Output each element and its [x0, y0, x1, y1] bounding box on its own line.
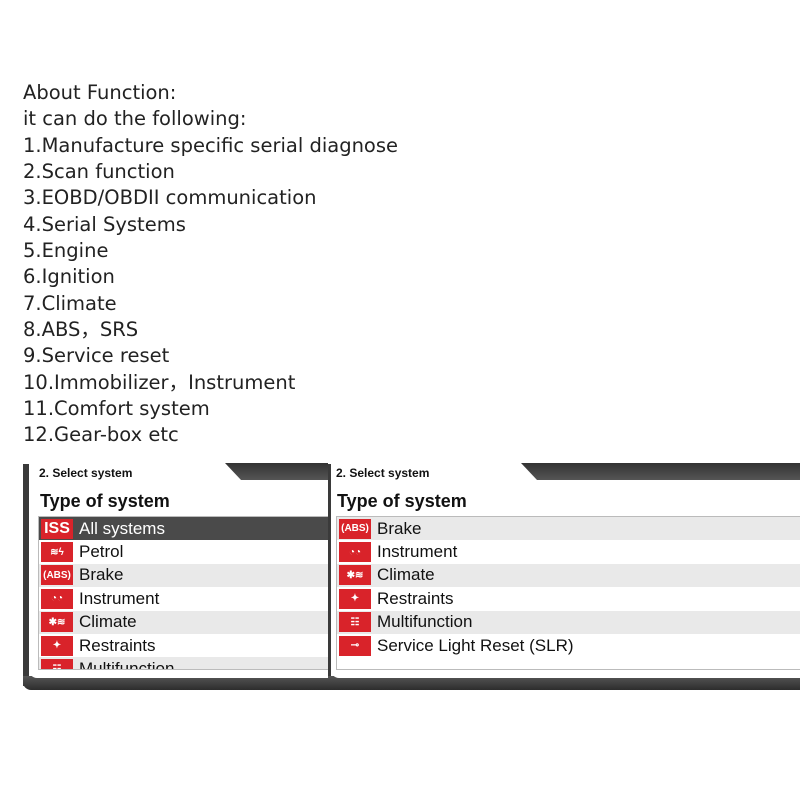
system-item-restraints[interactable]: ✦ Restraints — [337, 587, 800, 610]
description-line: 6.Ignition — [23, 265, 115, 289]
petrol-icon: ≋ϟ — [41, 542, 73, 563]
system-item-petrol[interactable]: ≋ϟ Petrol — [39, 540, 329, 563]
frame-edge — [23, 464, 29, 686]
system-item-brake[interactable]: (ABS) Brake — [39, 563, 329, 588]
left-screen-panel: 2. Select system Type of system ISS All s… — [23, 462, 330, 690]
climate-icon: ✱≋ — [41, 612, 73, 633]
system-item-label: Petrol — [79, 542, 124, 562]
system-item-restraints[interactable]: ✦ Restraints — [39, 634, 329, 657]
system-item-label: Restraints — [79, 635, 156, 655]
system-item-label: Instrument — [79, 588, 160, 608]
description-line: About Function: — [23, 81, 177, 104]
system-item-multifunction[interactable]: ☷ Multifunction — [337, 610, 800, 634]
header-tab — [521, 463, 800, 480]
description-line: 8.ABS，SRS — [23, 318, 139, 342]
system-item-label: All systems — [79, 518, 165, 538]
system-item-instrument[interactable]: ◔◔ Instrument — [39, 587, 329, 610]
system-item-label: Service Light Reset (SLR) — [377, 635, 574, 655]
system-item-brake[interactable]: (ABS) Brake — [337, 517, 800, 541]
system-item-service-light-reset-slr[interactable]: ⊸ Service Light Reset (SLR) — [337, 634, 800, 657]
system-item-label: Multifunction — [377, 612, 473, 632]
system-item-multifunction[interactable]: ☷ Multifunction — [39, 657, 329, 670]
step-header: 2. Select system — [39, 466, 133, 480]
right-screen-panel: 2. Select system Type of system (ABS) Bra… — [328, 462, 800, 690]
system-item-climate[interactable]: ✱≋ Climate — [39, 610, 329, 634]
system-list[interactable]: (ABS) Brake ◔◔ Instrument ✱≋ Climate ✦ Restrain… — [336, 516, 800, 670]
system-item-instrument[interactable]: ◔◔ Instrument — [337, 540, 800, 563]
instrument-icon: ◔◔ — [41, 588, 73, 609]
description-line: 11.Comfort system — [23, 397, 210, 421]
step-header: 2. Select system — [336, 466, 430, 480]
description-line: 7.Climate — [23, 291, 117, 315]
abs-icon: (ABS) — [41, 565, 73, 586]
description-line: 3.EOBD/OBDII communication — [23, 186, 317, 210]
function-description: About Function: it can do the following: 1… — [23, 80, 398, 449]
frame-edge — [328, 464, 331, 686]
system-list[interactable]: ISS All systems ≋ϟ Petrol (ABS) Brake ◔◔ Instru… — [38, 516, 330, 670]
frame-bottom-bar — [328, 676, 800, 690]
system-item-label: Instrument — [377, 542, 458, 562]
climate-icon: ✱≋ — [339, 565, 371, 586]
list-title: Type of system — [337, 491, 467, 511]
wrench-icon: ⊸ — [339, 635, 371, 656]
frame-bottom-bar — [23, 676, 330, 690]
airbag-icon: ✦ — [41, 635, 73, 656]
system-item-climate[interactable]: ✱≋ Climate — [337, 563, 800, 588]
multifunction-icon: ☷ — [339, 612, 371, 633]
description-line: 2.Scan function — [23, 160, 175, 184]
system-item-label: Brake — [79, 565, 124, 585]
system-item-label: Multifunction — [79, 659, 175, 670]
system-item-label: Climate — [79, 612, 137, 632]
iss-icon: ISS — [41, 518, 73, 539]
description-line: 1.Manufacture specific serial diagnose — [23, 133, 399, 157]
list-title: Type of system — [40, 491, 170, 511]
abs-icon: (ABS) — [339, 518, 371, 539]
system-item-label: Climate — [377, 565, 435, 585]
description-line: 4.Serial Systems — [23, 212, 186, 236]
description-line: 10.Immobilizer，Instrument — [23, 370, 296, 394]
description-line: 12.Gear-box etc — [23, 423, 179, 447]
multifunction-icon: ☷ — [41, 659, 73, 669]
system-item-all-systems[interactable]: ISS All systems — [39, 517, 329, 541]
instrument-icon: ◔◔ — [339, 542, 371, 563]
airbag-icon: ✦ — [339, 588, 371, 609]
description-line: 5.Engine — [23, 239, 109, 263]
description-line: 9.Service reset — [23, 344, 170, 368]
system-item-label: Restraints — [377, 588, 454, 608]
description-line: it can do the following: — [23, 107, 247, 131]
system-item-label: Brake — [377, 518, 422, 538]
header-tab — [225, 463, 330, 480]
